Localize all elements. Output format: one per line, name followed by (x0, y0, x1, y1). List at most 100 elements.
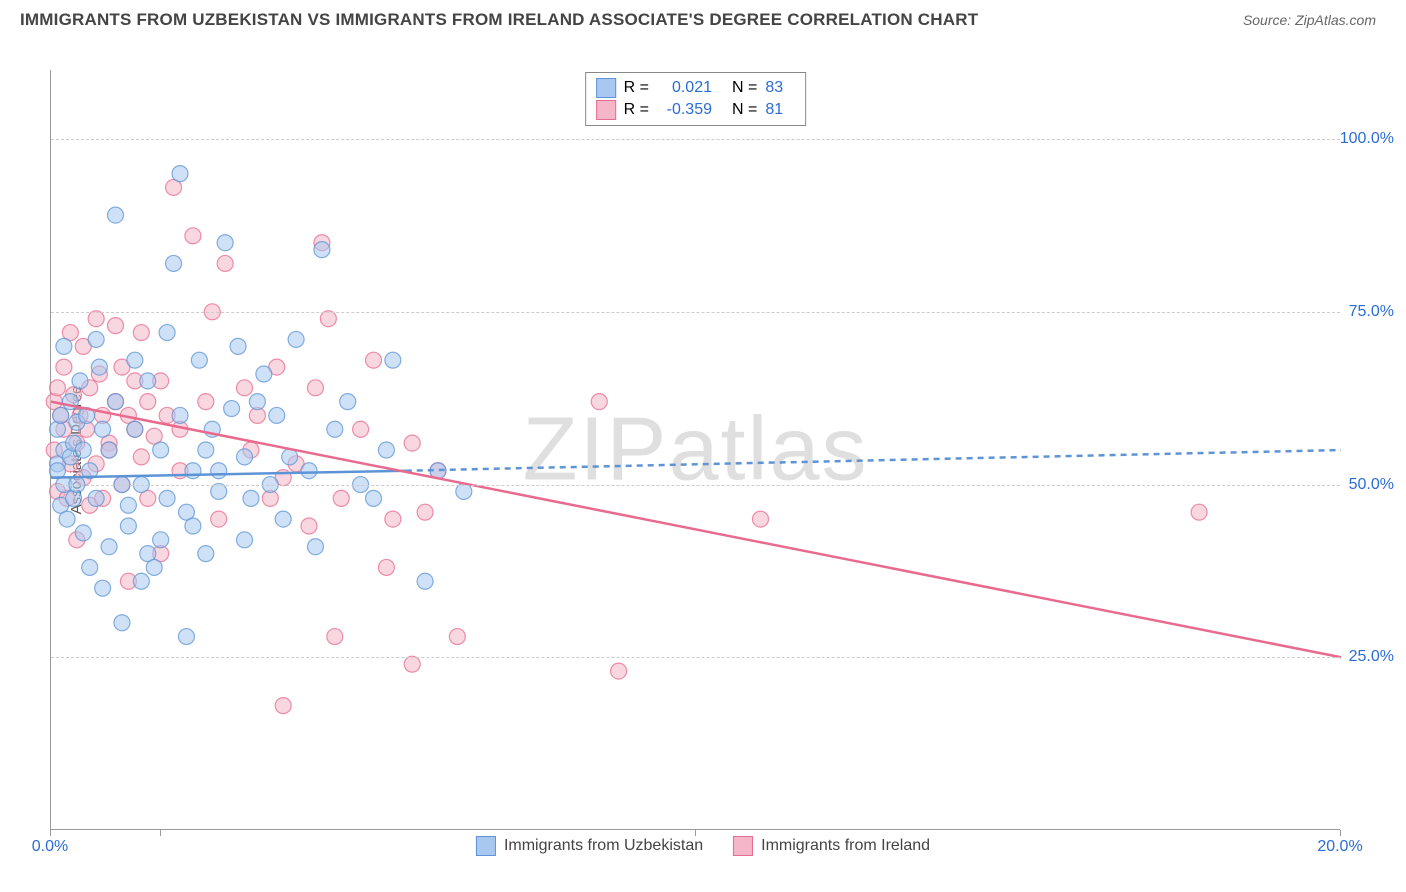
scatter-point (237, 380, 253, 396)
scatter-point (611, 663, 627, 679)
scatter-point (753, 511, 769, 527)
x-tick-min: 0.0% (32, 838, 68, 856)
r-value-uzbekistan: 0.021 (657, 79, 712, 97)
r-label: R = (624, 101, 649, 119)
n-value-ireland: 81 (765, 101, 795, 119)
scatter-point (91, 359, 107, 375)
scatter-point (198, 394, 214, 410)
scatter-point (166, 255, 182, 271)
scatter-point (185, 518, 201, 534)
legend-label-uzbekistan: Immigrants from Uzbekistan (504, 837, 703, 855)
scatter-point (75, 525, 91, 541)
legend-item-ireland: Immigrants from Ireland (733, 836, 930, 856)
scatter-point (140, 394, 156, 410)
scatter-point (72, 373, 88, 389)
scatter-point (404, 656, 420, 672)
scatter-point (185, 228, 201, 244)
scatter-point (133, 449, 149, 465)
scatter-point (417, 573, 433, 589)
series-legend: Immigrants from Uzbekistan Immigrants fr… (476, 836, 930, 856)
scatter-point (75, 442, 91, 458)
scatter-point (385, 511, 401, 527)
scatter-point (133, 573, 149, 589)
scatter-point (224, 401, 240, 417)
scatter-point (172, 407, 188, 423)
source-label: Source: ZipAtlas.com (1243, 12, 1376, 28)
swatch-ireland (596, 100, 616, 120)
x-tick-max: 20.0% (1317, 838, 1362, 856)
scatter-point (146, 559, 162, 575)
scatter-point (243, 490, 259, 506)
r-label: R = (624, 79, 649, 97)
chart-title: IMMIGRANTS FROM UZBEKISTAN VS IMMIGRANTS… (20, 10, 978, 30)
scatter-point (198, 442, 214, 458)
trend-line (406, 450, 1341, 471)
legend-label-ireland: Immigrants from Ireland (761, 837, 930, 855)
correlation-legend: R = 0.021 N = 83 R = -0.359 N = 81 (585, 72, 807, 126)
chart-container: Associate's Degree ZIPatlas R = 0.021 N … (0, 40, 1406, 860)
scatter-point (88, 311, 104, 327)
scatter-point (591, 394, 607, 410)
scatter-point (153, 532, 169, 548)
scatter-point (191, 352, 207, 368)
scatter-point (385, 352, 401, 368)
scatter-point (120, 518, 136, 534)
scatter-point (301, 518, 317, 534)
swatch-uzbekistan (476, 836, 496, 856)
y-tick-label: 50.0% (1349, 476, 1394, 494)
scatter-point (108, 207, 124, 223)
scatter-point (378, 442, 394, 458)
scatter-point (211, 463, 227, 479)
scatter-point (178, 629, 194, 645)
scatter-point (211, 511, 227, 527)
x-tick-mark (695, 830, 696, 836)
scatter-point (172, 166, 188, 182)
scatter-point (56, 338, 72, 354)
scatter-point (88, 490, 104, 506)
y-tick-label: 75.0% (1349, 303, 1394, 321)
scatter-point (1191, 504, 1207, 520)
scatter-point (307, 539, 323, 555)
trend-line (51, 402, 1341, 658)
scatter-point (101, 539, 117, 555)
scatter-point (256, 366, 272, 382)
scatter-point (340, 394, 356, 410)
scatter-point (82, 559, 98, 575)
scatter-point (301, 463, 317, 479)
y-tick-label: 25.0% (1349, 648, 1394, 666)
scatter-point (327, 421, 343, 437)
scatter-point (249, 394, 265, 410)
scatter-point (404, 435, 420, 451)
scatter-point (417, 504, 433, 520)
scatter-point (366, 490, 382, 506)
plot-area: ZIPatlas R = 0.021 N = 83 R = -0.359 N =… (50, 70, 1340, 830)
scatter-point (53, 407, 69, 423)
scatter-point (288, 331, 304, 347)
scatter-point (314, 242, 330, 258)
scatter-point (159, 325, 175, 341)
scatter-point (88, 331, 104, 347)
scatter-point (217, 235, 233, 251)
swatch-ireland (733, 836, 753, 856)
y-tick-label: 100.0% (1340, 130, 1394, 148)
scatter-point (378, 559, 394, 575)
scatter-point (269, 407, 285, 423)
scatter-point (333, 490, 349, 506)
scatter-point (49, 380, 65, 396)
scatter-point (108, 318, 124, 334)
scatter-point (353, 421, 369, 437)
scatter-point (449, 629, 465, 645)
x-tick-mark (50, 830, 51, 836)
scatter-point (95, 421, 111, 437)
scatter-point (120, 497, 136, 513)
scatter-point (211, 483, 227, 499)
chart-header: IMMIGRANTS FROM UZBEKISTAN VS IMMIGRANTS… (0, 0, 1406, 30)
legend-item-uzbekistan: Immigrants from Uzbekistan (476, 836, 703, 856)
scatter-point (127, 352, 143, 368)
scatter-point (159, 490, 175, 506)
n-label: N = (732, 101, 757, 119)
legend-row-ireland: R = -0.359 N = 81 (596, 99, 796, 121)
r-value-ireland: -0.359 (657, 101, 712, 119)
x-tick-mark (160, 830, 161, 836)
scatter-point (59, 511, 75, 527)
